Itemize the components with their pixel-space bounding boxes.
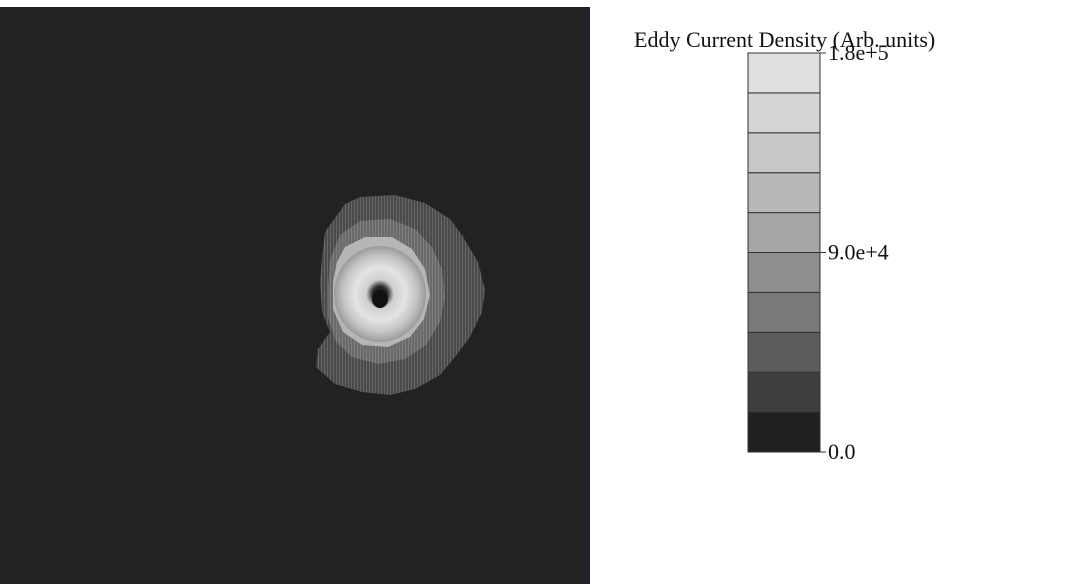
colorbar-level-1 xyxy=(747,411,821,453)
colorbar-level-6 xyxy=(747,212,821,254)
colorbar-tick-label: 9.0e+4 xyxy=(828,240,889,265)
colorbar-title: Eddy Current Density (Arb. units) xyxy=(634,27,936,52)
colorbar-level-8 xyxy=(747,132,821,174)
density-center-minimum xyxy=(372,290,388,308)
colorbar-level-2 xyxy=(747,371,821,413)
density-field-svg xyxy=(316,195,485,395)
colorbar-level-10 xyxy=(747,52,821,94)
colorbar-level-5 xyxy=(747,252,821,293)
colorbar-level-4 xyxy=(747,291,821,333)
colorbar-level-7 xyxy=(747,172,821,214)
eddy-current-density-map xyxy=(0,7,590,584)
colorbar-tick-label: 0.0 xyxy=(828,439,856,464)
colorbar-level-3 xyxy=(747,331,821,373)
colorbar-level-9 xyxy=(747,92,821,134)
